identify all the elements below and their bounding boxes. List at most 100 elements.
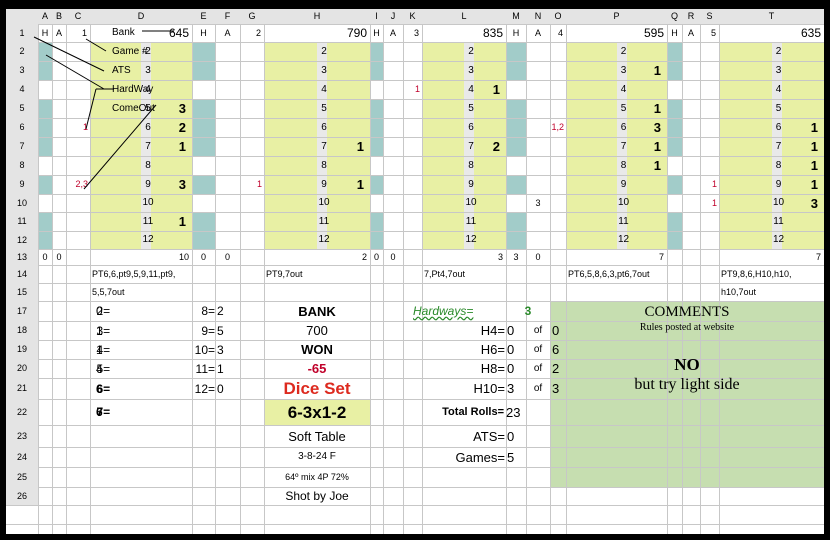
point-box [464,231,474,249]
dist-right-label: 10= [194,342,215,357]
row-header-12[interactable]: 12 [6,231,38,249]
spreadsheet-grid[interactable]: A B C D E F G H I J K L M N O P Q R S T 1 2 3 4 5 6 7 8 9 10 11 12 13 14 1… [6,9,824,534]
point-box [771,61,782,80]
game-5-point-12: 12 [772,234,785,245]
game-5-h-fill [667,118,682,137]
column-header-E[interactable]: E [192,9,215,24]
game-5-hardway-count: 1 [810,139,818,154]
column-header-N[interactable]: N [526,9,550,24]
column-header-F[interactable]: F [215,9,240,24]
point-box [616,137,627,156]
game-2-h-fill [192,212,215,231]
point-box [771,156,782,175]
game-1-h-fill [38,118,52,137]
point-box [771,137,782,156]
game-2-point-6: 6 [321,121,327,133]
game-4-ats [526,118,550,137]
game-1-point-4: 4 [145,83,151,95]
ats-value: 0 [507,428,515,444]
game-1-comeout: 2,3 [75,179,88,189]
column-header-L[interactable]: L [422,9,506,24]
game-3-h-label: H [373,27,380,38]
column-header-B[interactable]: B [52,9,66,24]
game-2-hardway-count [264,194,370,212]
dist-right-value: 5 [217,323,224,338]
game-2-h-fill [192,42,215,61]
point-box [317,175,327,194]
row-header-7[interactable]: 7 [6,137,38,156]
game-4-h-fill [506,231,526,249]
row-header-10[interactable]: 10 [6,194,38,212]
column-header-J[interactable]: J [383,9,403,24]
hardway-total: 0 [552,323,560,338]
row-header-8[interactable]: 8 [6,156,38,175]
column-header-R[interactable]: R [682,9,700,24]
game-2-point-2: 2 [321,45,327,57]
game-3-comeout [403,156,422,175]
game-1-comeout [66,156,90,175]
game-2-ats [215,118,240,137]
row-header-17[interactable]: 17 [6,301,38,321]
column-header-M[interactable]: M [506,9,526,24]
game-4-ats [526,42,550,61]
game-4-comeout [550,212,566,231]
column-header-D[interactable]: D [90,9,192,24]
column-header-G[interactable]: G [240,9,264,24]
game-5-h-fill [667,61,682,80]
column-header-A[interactable]: A [38,9,52,24]
game-1-ats [52,42,66,61]
row-header-23[interactable]: 23 [6,425,38,447]
column-header-K[interactable]: K [403,9,422,24]
row-header-20[interactable]: 20 [6,359,38,378]
won-value: -65 [307,361,327,376]
point-box [616,231,627,249]
row-header-5[interactable]: 5 [6,99,38,118]
column-header-S[interactable]: S [700,9,719,24]
row-header-26[interactable]: 26 [6,487,38,505]
game-2-comeout [240,118,264,137]
row-header-14[interactable]: 14 [6,265,38,283]
row-header-19[interactable]: 19 [6,340,38,359]
game-1-ats [52,80,66,99]
game-4-total-rolls: 7 [658,251,664,262]
row-header-13[interactable]: 13 [6,249,38,265]
game-2-ats [215,80,240,99]
row-header-4[interactable]: 4 [6,80,38,99]
row-line [6,99,824,100]
game-2-ats [215,99,240,118]
column-header-H[interactable]: H [264,9,370,24]
hardway-val: 0 [507,361,515,376]
row-header-1[interactable]: 1 [6,24,38,42]
column-header-C[interactable]: C [66,9,90,24]
row-header-2[interactable]: 2 [6,42,38,61]
col-line [90,9,91,534]
game-1-point-12: 12 [142,234,154,245]
game-2-hardway-count [264,61,370,80]
row-header-9[interactable]: 9 [6,175,38,194]
row-header-15[interactable]: 15 [6,283,38,301]
row-header-3[interactable]: 3 [6,61,38,80]
hardways-label: Hardways= [413,304,474,318]
column-header-P[interactable]: P [566,9,667,24]
row-header-18[interactable]: 18 [6,321,38,340]
game-2-hardway-count [264,212,370,231]
game-5-ats [682,80,700,99]
game-1-a-label: A [55,27,62,38]
row-header-22[interactable]: 22 [6,399,38,425]
game-3-ats [383,175,403,194]
game-4-total-h: 3 [513,251,519,262]
column-header-T[interactable]: T [719,9,824,24]
game-1-ats [52,61,66,80]
point-box [317,80,327,99]
row-header-25[interactable]: 25 [6,467,38,487]
column-header-I[interactable]: I [370,9,383,24]
row-header-11[interactable]: 11 [6,212,38,231]
row-header-21[interactable]: 21 [6,378,38,399]
column-header-Q[interactable]: Q [667,9,682,24]
row-header-6[interactable]: 6 [6,118,38,137]
row-header-24[interactable]: 24 [6,447,38,467]
col-line [550,9,551,534]
column-header-O[interactable]: O [550,9,566,24]
game-4-point-3: 3 [620,64,627,76]
point-box [141,80,151,99]
